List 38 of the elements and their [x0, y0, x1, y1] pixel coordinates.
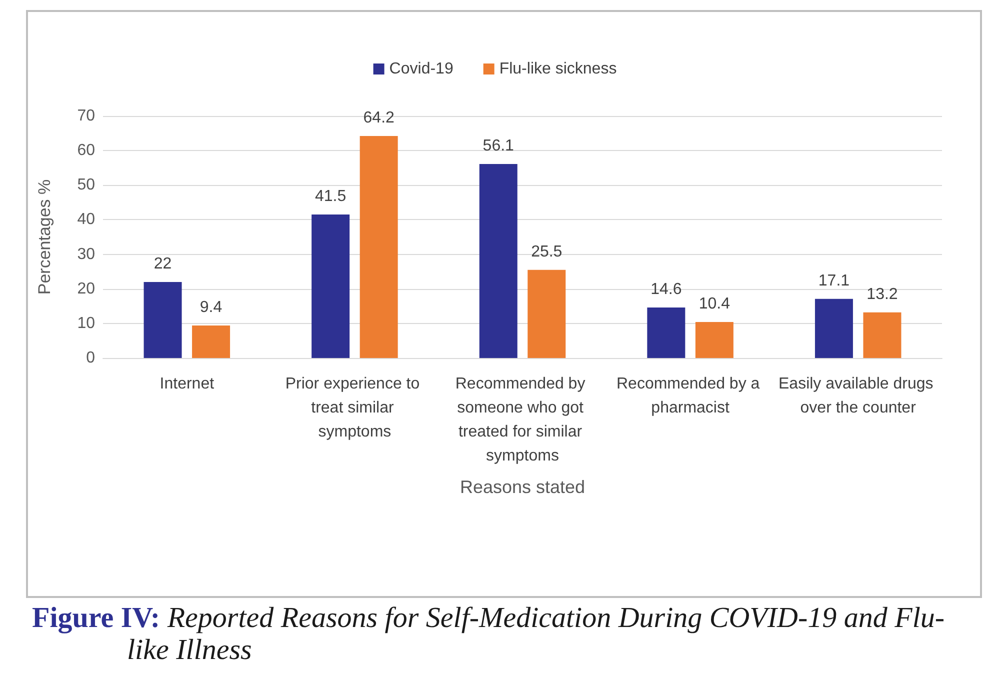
- legend-label: Covid-19: [389, 60, 454, 78]
- x-tick-label: Recommended by someone who got treated for similar symptoms: [455, 376, 590, 464]
- y-tick-label: 60: [77, 142, 96, 160]
- x-tick-label: Easily available drugs over the counter: [778, 376, 938, 416]
- y-tick-label: 20: [77, 280, 96, 298]
- y-tick-label: 0: [86, 350, 96, 366]
- data-label: 25.5: [531, 243, 562, 260]
- bar: [695, 322, 734, 358]
- y-tick-label: 40: [77, 211, 96, 228]
- data-label: 9.4: [200, 299, 222, 316]
- text: Figure IV: Reported Reasons for Self-Medication During COVID-19 and Flu-like Illness: [32, 602, 945, 666]
- y-tick-label: 50: [77, 176, 96, 194]
- data-label: 64.2: [363, 110, 394, 127]
- y-tick-label: 70: [77, 108, 96, 124]
- data-label: 14.6: [650, 281, 682, 298]
- y-tick-label: 30: [77, 246, 96, 263]
- data-label: 22: [154, 255, 172, 272]
- x-axis-title: Reasons stated: [460, 477, 586, 497]
- data-label: 13.2: [866, 286, 898, 303]
- x-tick-label: Prior experience to treat similar symptoms: [285, 376, 424, 440]
- bar: [528, 270, 566, 358]
- bar: [192, 326, 230, 358]
- data-label: 56.1: [482, 138, 514, 155]
- bar: [360, 136, 398, 358]
- bar: [814, 298, 853, 358]
- bar: [863, 312, 902, 358]
- data-label: 41.5: [315, 188, 346, 206]
- bar: [479, 164, 518, 358]
- x-tick-label: Internet: [160, 376, 215, 392]
- x-tick-label: Recommended by a pharmacist: [616, 376, 764, 416]
- legend-label: Flu-like sickness: [499, 60, 617, 78]
- data-label: 17.1: [818, 272, 850, 290]
- y-axis-title: Percentages %: [35, 179, 54, 295]
- y-tick-label: 10: [77, 314, 96, 332]
- bar: [647, 308, 686, 358]
- bar: [312, 214, 350, 358]
- data-label: 10.4: [698, 296, 730, 313]
- bar: [144, 282, 182, 358]
